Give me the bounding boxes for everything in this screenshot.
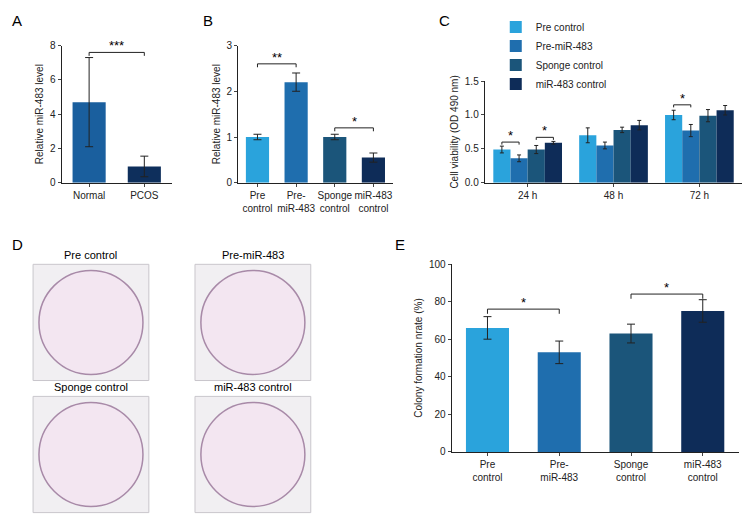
svg-text:D: D	[12, 236, 23, 253]
svg-text:Colony formation nrate (%): Colony formation nrate (%)	[413, 298, 424, 418]
svg-text:Sponge control: Sponge control	[54, 381, 128, 393]
svg-text:2: 2	[227, 86, 233, 97]
svg-text:Pre-miR-483: Pre-miR-483	[540, 459, 578, 483]
svg-text:***: ***	[109, 38, 124, 53]
svg-text:*: *	[352, 114, 357, 129]
svg-text:1.0: 1.0	[465, 109, 479, 120]
svg-text:0: 0	[227, 177, 233, 188]
svg-text:Precontrol: Precontrol	[472, 459, 502, 483]
svg-text:Pre-miR-483: Pre-miR-483	[536, 41, 593, 52]
svg-text:0: 0	[50, 177, 56, 188]
svg-text:E: E	[395, 236, 405, 253]
svg-text:miR-483 control: miR-483 control	[214, 381, 292, 393]
svg-text:3: 3	[227, 40, 233, 51]
svg-text:60: 60	[434, 334, 446, 345]
svg-text:**: **	[272, 50, 282, 65]
svg-text:4: 4	[50, 109, 56, 120]
svg-text:*: *	[680, 91, 685, 106]
svg-text:PCOS: PCOS	[130, 190, 159, 201]
svg-text:0.0: 0.0	[465, 177, 479, 188]
svg-text:Relative miR-483 level: Relative miR-483 level	[34, 64, 45, 164]
svg-text:miR-483 control: miR-483 control	[536, 79, 607, 90]
svg-text:Cell viability (OD 490 nm): Cell viability (OD 490 nm)	[449, 75, 460, 188]
svg-text:C: C	[439, 12, 450, 29]
svg-text:miR-483control: miR-483control	[355, 190, 393, 214]
svg-text:miR-483control: miR-483control	[684, 459, 722, 483]
svg-text:0.5: 0.5	[465, 143, 479, 154]
svg-text:40: 40	[434, 371, 446, 382]
svg-text:Relative miR-483 level: Relative miR-483 level	[211, 64, 222, 164]
svg-text:*: *	[508, 128, 513, 143]
svg-text:Pre-miR-483: Pre-miR-483	[277, 190, 315, 214]
svg-text:8: 8	[50, 40, 56, 51]
svg-text:72 h: 72 h	[690, 190, 709, 201]
svg-text:1.5: 1.5	[465, 76, 479, 87]
svg-text:Sponge control: Sponge control	[536, 60, 603, 71]
svg-text:80: 80	[434, 296, 446, 307]
svg-text:6: 6	[50, 74, 56, 85]
svg-text:*: *	[521, 295, 526, 310]
svg-text:*: *	[664, 280, 669, 295]
svg-text:100: 100	[429, 259, 446, 270]
svg-text:Pre control: Pre control	[64, 249, 117, 261]
svg-text:48 h: 48 h	[604, 190, 623, 201]
svg-text:Normal: Normal	[73, 190, 105, 201]
svg-text:2: 2	[50, 143, 56, 154]
svg-text:20: 20	[434, 409, 446, 420]
svg-text:Spongecontrol: Spongecontrol	[614, 459, 649, 483]
svg-text:Precontrol: Precontrol	[242, 190, 272, 214]
svg-text:A: A	[12, 12, 22, 29]
svg-text:1: 1	[227, 132, 233, 143]
svg-text:Pre control: Pre control	[536, 22, 584, 33]
svg-text:Pre-miR-483: Pre-miR-483	[222, 249, 284, 261]
svg-text:B: B	[203, 12, 213, 29]
svg-text:24 h: 24 h	[518, 190, 537, 201]
svg-text:Spongecontrol: Spongecontrol	[318, 190, 353, 214]
svg-text:*: *	[542, 123, 547, 138]
svg-text:0: 0	[440, 446, 446, 457]
